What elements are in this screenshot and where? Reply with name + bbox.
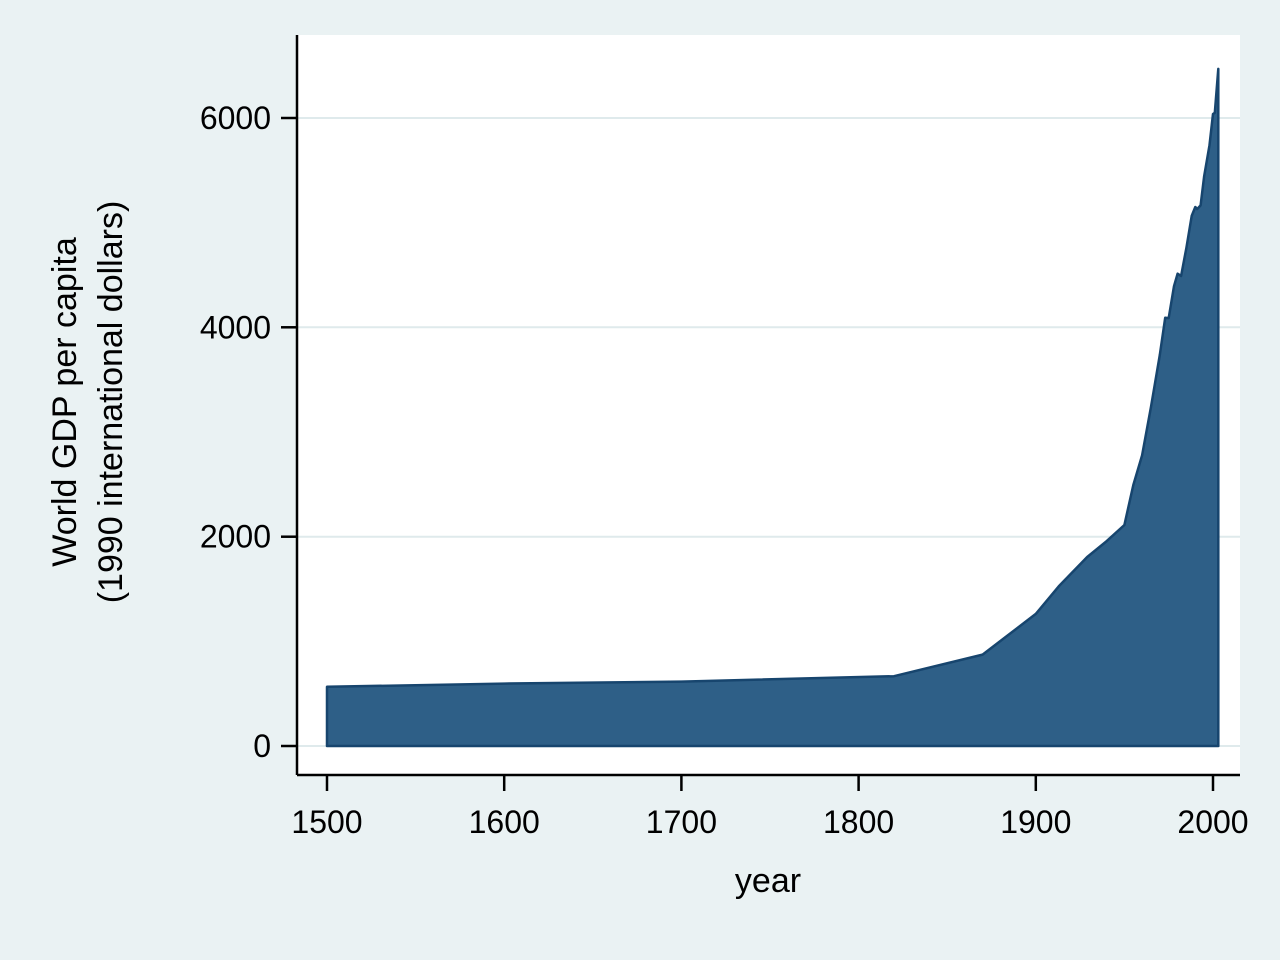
- x-tick-label-1800: 1800: [823, 804, 894, 840]
- x-tick-label-1600: 1600: [469, 804, 540, 840]
- area-series-world-gdp-per-capita: [325, 67, 1220, 748]
- y-axis-title-line2: (1990 international dollars): [92, 201, 130, 604]
- y-tick-label-2000: 2000: [200, 519, 271, 555]
- x-tick-label-2000: 2000: [1177, 804, 1248, 840]
- x-tick-label-1500: 1500: [291, 804, 362, 840]
- x-axis-title: year: [735, 862, 801, 900]
- y-tick-label-0: 0: [253, 728, 271, 764]
- plot-layer: 0 2000 4000 6000 1500 1600 1700 1800 1900 2000: [200, 35, 1249, 840]
- x-tick-label-1900: 1900: [1000, 804, 1071, 840]
- y-axis-title-line1: World GDP per capita: [46, 237, 84, 567]
- y-tick-label-4000: 4000: [200, 309, 271, 345]
- x-tick-label-1700: 1700: [646, 804, 717, 840]
- y-tick-label-6000: 6000: [200, 100, 271, 136]
